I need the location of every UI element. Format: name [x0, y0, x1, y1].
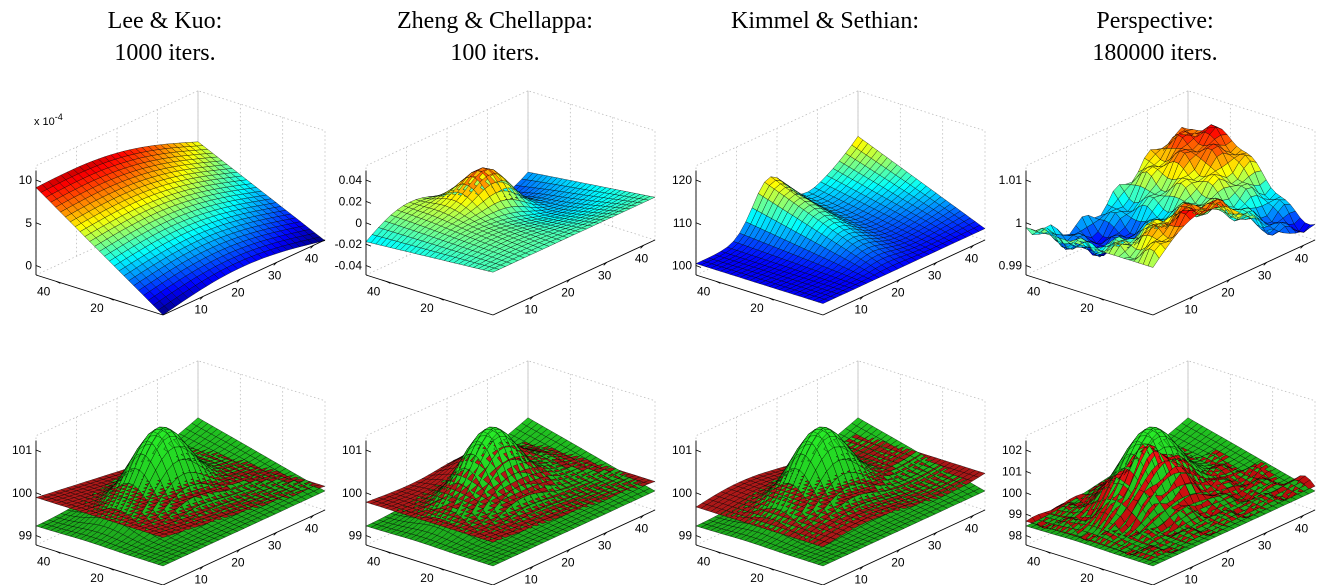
axis-multiplier-exponent: -4 [55, 112, 63, 122]
z-tick [1025, 179, 1032, 183]
z-tick [695, 222, 702, 226]
z-tick [1025, 265, 1032, 268]
z-tick [35, 179, 42, 183]
z-tick [695, 179, 702, 183]
z-tick-label: 99 [19, 529, 33, 543]
panel-title: Perspective: [1096, 8, 1213, 34]
z-tick [365, 243, 372, 247]
z-tick [365, 222, 372, 226]
x-tick-label: 30 [268, 268, 282, 282]
y-tick-label: 40 [697, 284, 711, 298]
y-tick-label: 40 [37, 284, 51, 298]
z-tick-label: 5 [25, 216, 32, 230]
z-tick [35, 535, 42, 538]
x-tick-label: 10 [194, 302, 208, 316]
x-tick-label: 40 [635, 251, 649, 265]
z-tick [35, 449, 42, 453]
z-tick-label: 101 [12, 443, 32, 457]
axis-multiplier: x 10-4 [34, 112, 63, 128]
z-tick [35, 222, 42, 226]
x-tick-label: 10 [1184, 302, 1198, 316]
z-tick-label: 0 [355, 216, 362, 230]
x-tick-label: 10 [194, 572, 208, 585]
x-tick-label: 20 [231, 285, 245, 299]
panel-title: 180000 iters. [1092, 40, 1217, 66]
surface-panel-2: 0.04 0.02 0 -0.02 -0.04 10 20 30 40 20 40 [335, 90, 656, 316]
z-tick-label: 0.99 [999, 259, 1023, 273]
x-tick-label: 40 [1295, 251, 1309, 265]
x-axis [1152, 239, 1316, 316]
z-tick-label: 1.01 [999, 173, 1023, 187]
y-tick-label: 20 [90, 301, 104, 315]
x-tick-label: 30 [598, 268, 612, 282]
x-tick-label: 30 [268, 538, 282, 552]
y-tick-label: 20 [90, 571, 104, 585]
z-tick-label: 120 [672, 173, 692, 187]
z-tick-label: 0 [25, 259, 32, 273]
z-tick-label: 100 [672, 259, 692, 273]
x-tick-label: 10 [524, 302, 538, 316]
y-tick-label: 40 [37, 554, 51, 568]
z-tick [365, 179, 372, 183]
z-tick-label: 110 [673, 216, 692, 230]
z-tick [35, 265, 42, 268]
surface-panel-4: 1.01 1 0.99 10 20 30 40 20 40 [999, 90, 1316, 316]
panel-title: Lee & Kuo: [108, 8, 223, 34]
panel-title: 1000 iters. [114, 40, 215, 66]
x-tick-label: 20 [561, 285, 575, 299]
x-tick-label: 20 [231, 555, 245, 569]
z-tick-label: 0.04 [339, 173, 363, 187]
panel-title: Zheng & Chellappa: [397, 8, 593, 34]
z-tick-label: -0.04 [335, 259, 363, 273]
z-tick-label: 100 [12, 486, 32, 500]
z-tick-label: 10 [19, 173, 33, 187]
y-tick-label: 20 [420, 301, 434, 315]
z-tick [365, 265, 372, 268]
surface-panel-5: 101 100 99 10 20 30 40 20 40 [12, 360, 326, 585]
y-tick-label: 20 [750, 301, 764, 315]
x-tick-label: 20 [1221, 285, 1235, 299]
z-tick-label: 0.02 [339, 194, 363, 208]
panel-title: 100 iters. [450, 40, 539, 66]
x-tick-label: 20 [891, 285, 905, 299]
panel-title: Kimmel & Sethian: [731, 8, 919, 34]
z-tick [1025, 222, 1032, 226]
x-tick-label: 30 [1258, 268, 1272, 282]
z-tick [35, 492, 42, 496]
x-tick-label: 30 [928, 268, 942, 282]
surface-panel-1: 10 5 0 10 20 30 40 20 40 x 10-4 [19, 90, 326, 316]
surface-panel-3: 120 110 100 10 20 30 40 20 40 [672, 90, 986, 316]
y-tick-label: 40 [367, 284, 381, 298]
z-tick-label: 1 [1015, 216, 1022, 230]
z-tick [695, 265, 702, 268]
z-tick [365, 200, 372, 204]
y-tick-label: 40 [1027, 284, 1041, 298]
z-tick-label: -0.02 [335, 237, 363, 251]
y-tick-label: 20 [1080, 301, 1094, 315]
x-tick-label: 40 [965, 251, 979, 265]
x-tick-label: 40 [305, 521, 319, 535]
x-tick-label: 10 [854, 302, 868, 316]
x-tick-label: 40 [305, 251, 319, 265]
